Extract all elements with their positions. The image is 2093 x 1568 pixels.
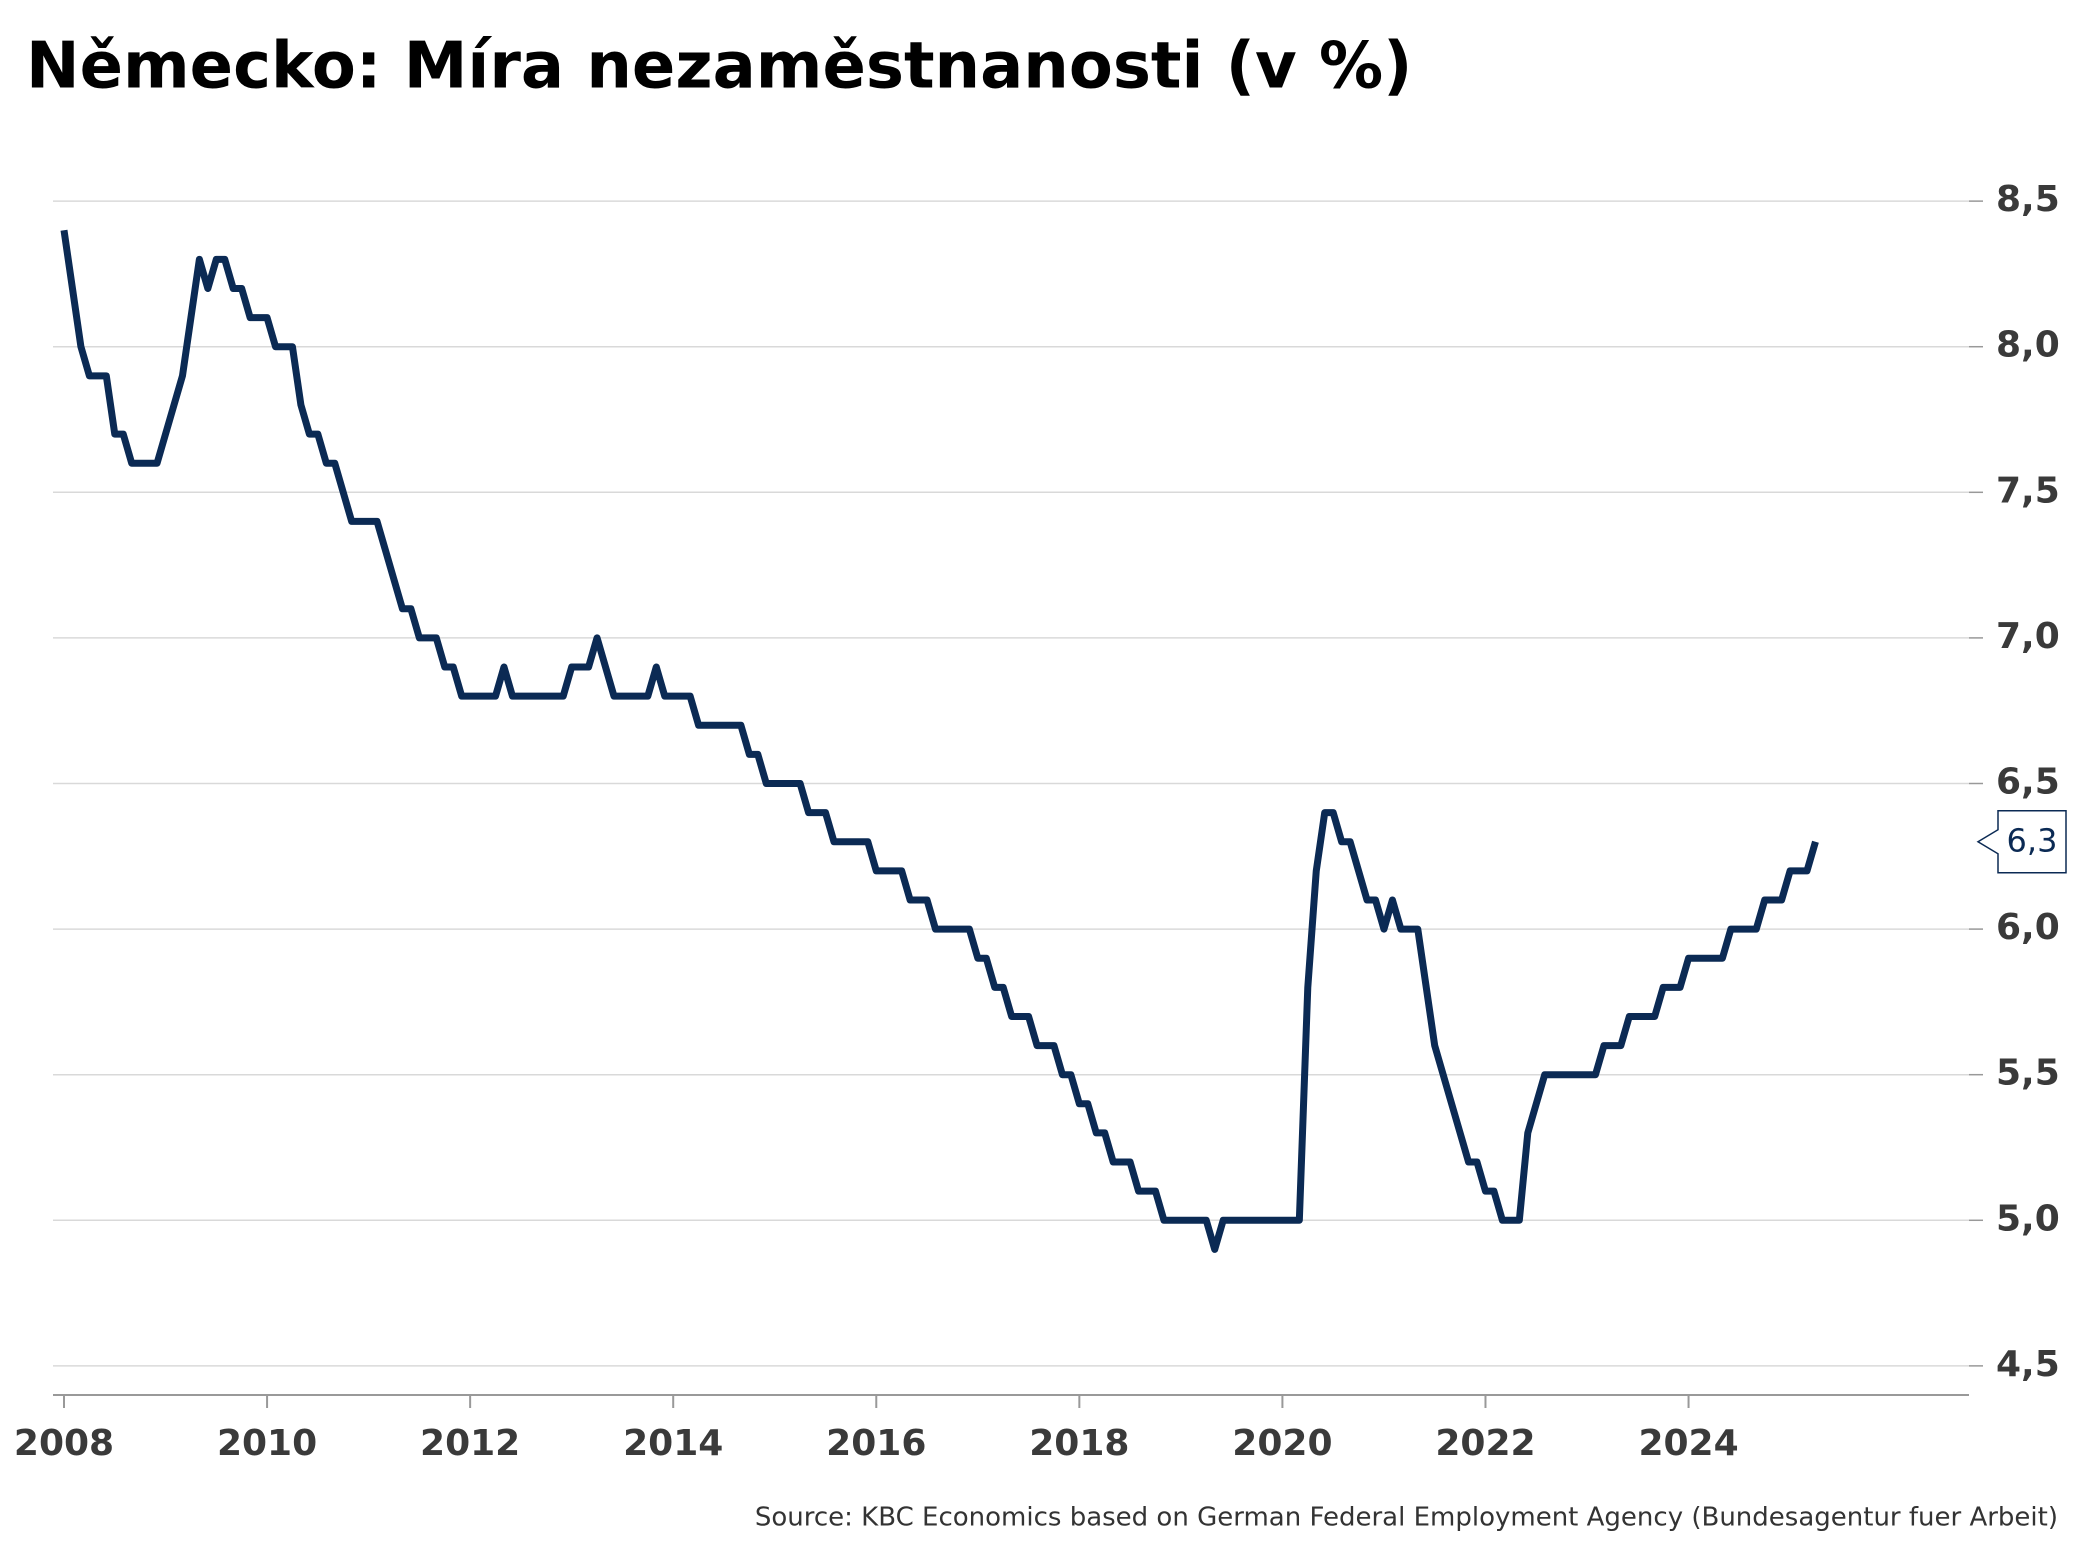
x-tick-label: 2018 <box>1029 1423 1129 1464</box>
value-callout <box>1976 809 2067 874</box>
x-tick-label: 2020 <box>1232 1423 1332 1464</box>
x-tick-label: 2022 <box>1435 1423 1535 1464</box>
y-tick-label: 8,0 <box>1996 325 2060 366</box>
chart-title: Německo: Míra nezaměstnanosti (v %) <box>26 30 1412 104</box>
x-tick-label: 2008 <box>14 1423 114 1464</box>
source-note: Source: KBC Economics based on German Fe… <box>755 1503 2058 1533</box>
y-tick-label: 7,0 <box>1996 616 2060 657</box>
value-label: 6,3 <box>2007 822 2058 860</box>
x-tick-label: 2024 <box>1638 1423 1738 1464</box>
x-tick-label: 2012 <box>420 1423 520 1464</box>
y-tick-label: 6,0 <box>1996 907 2060 948</box>
y-tick-label: 5,5 <box>1996 1053 2060 1094</box>
y-tick-label: 8,5 <box>1996 179 2060 220</box>
y-tick-label: 7,5 <box>1996 470 2060 511</box>
y-tick-label: 6,5 <box>1996 762 2060 803</box>
x-tick-label: 2014 <box>623 1423 723 1464</box>
series-line <box>60 229 1819 1253</box>
y-tick-label: 5,0 <box>1996 1198 2060 1239</box>
x-tick-label: 2016 <box>826 1423 926 1464</box>
x-tick-label: 2010 <box>217 1423 317 1464</box>
y-tick-label: 4,5 <box>1996 1344 2060 1385</box>
